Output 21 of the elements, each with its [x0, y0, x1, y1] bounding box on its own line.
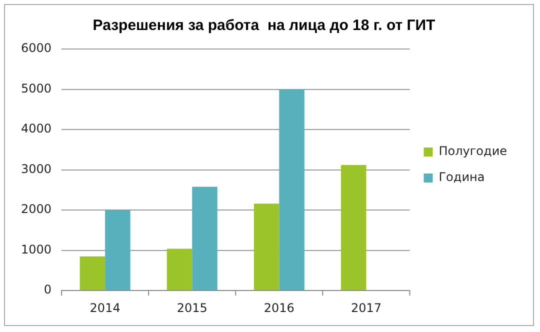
bar: [166, 248, 192, 290]
x-tick-label: 2017: [350, 300, 382, 315]
y-tick-label: 1000: [20, 242, 52, 256]
y-tick-label: 0: [44, 282, 52, 297]
bar: [340, 164, 366, 290]
y-tick-label: 3000: [20, 162, 52, 176]
y-tick-label: 4000: [20, 122, 52, 136]
y-tick-label: 5000: [20, 81, 52, 96]
bar: [192, 186, 218, 290]
legend-label: Година: [438, 170, 485, 184]
y-tick-label: 2000: [20, 202, 52, 216]
x-tick-label: 2016: [264, 300, 294, 315]
x-tick-label: 2015: [176, 300, 208, 315]
bar: [105, 210, 130, 290]
x-tick-label: 2014: [90, 300, 120, 315]
bar: [254, 204, 280, 290]
legend-label: Полугодие: [438, 144, 508, 158]
bar: [80, 256, 106, 290]
chart-title: Разрешения за работа на лица до 18 г. от ГИТ: [92, 17, 436, 34]
y-tick-label: 6000: [20, 41, 52, 56]
bar: [279, 89, 304, 290]
